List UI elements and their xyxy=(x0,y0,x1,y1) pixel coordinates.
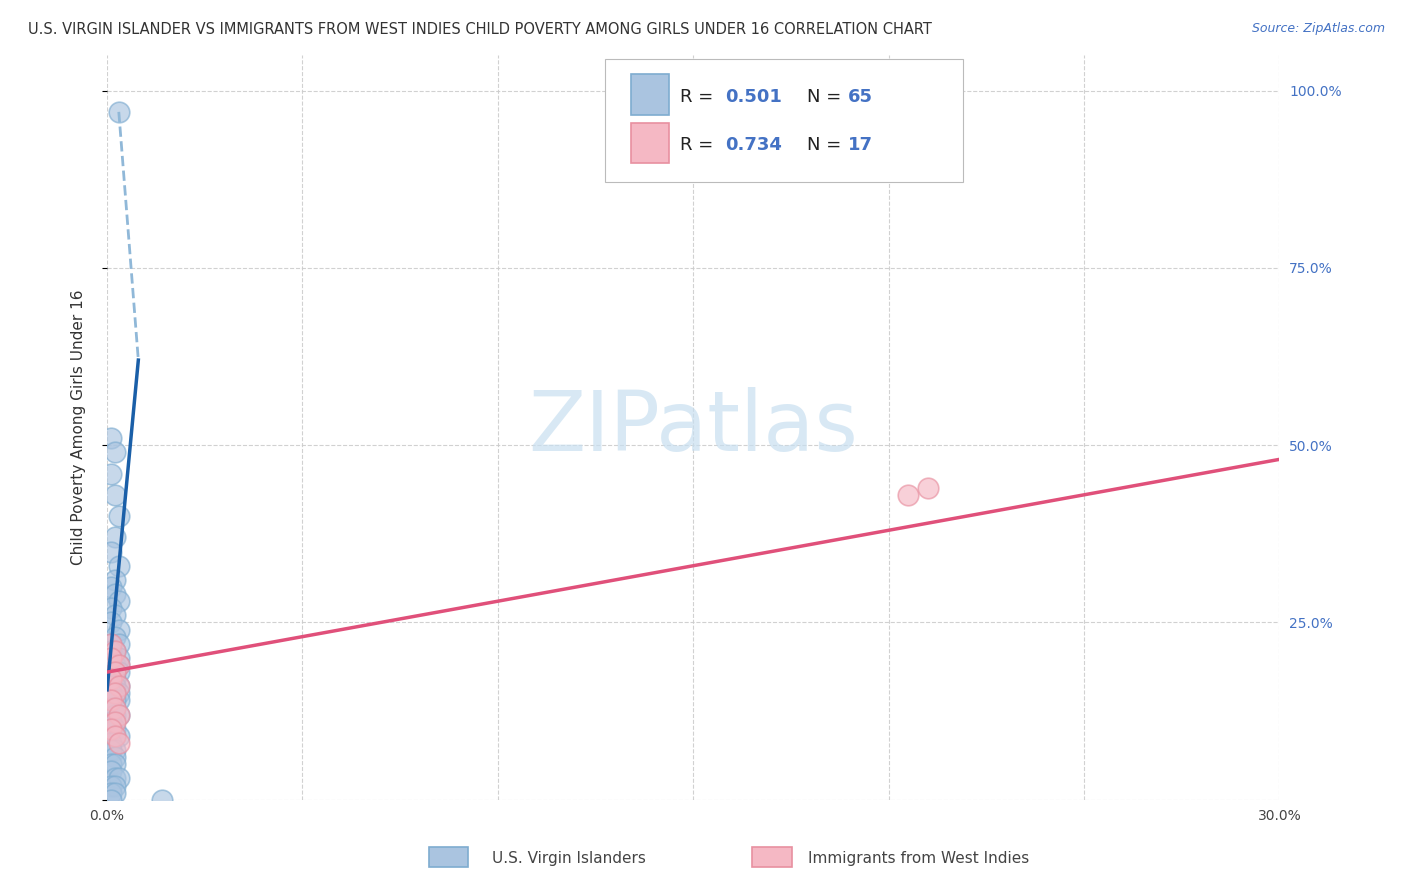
Point xyxy=(100,665,122,679)
Point xyxy=(100,644,122,658)
Point xyxy=(100,679,122,693)
Point xyxy=(104,700,127,714)
Point xyxy=(100,637,122,651)
Text: R =: R = xyxy=(681,136,720,154)
Point xyxy=(100,615,122,630)
Point xyxy=(107,679,129,693)
Point xyxy=(104,488,127,502)
Point xyxy=(107,651,129,665)
Point xyxy=(104,644,127,658)
Point xyxy=(107,509,129,524)
Point xyxy=(104,573,127,587)
Point xyxy=(104,779,127,793)
Point xyxy=(104,644,127,658)
Point xyxy=(100,467,122,481)
Point xyxy=(107,665,129,679)
Point xyxy=(104,679,127,693)
Point xyxy=(100,431,122,445)
Point xyxy=(104,743,127,757)
Point xyxy=(100,637,122,651)
Point xyxy=(100,544,122,558)
Point xyxy=(107,707,129,722)
Text: 0.734: 0.734 xyxy=(725,136,782,154)
Point xyxy=(107,693,129,707)
Point xyxy=(107,772,129,786)
Point xyxy=(104,587,127,601)
Point xyxy=(100,793,122,807)
Point xyxy=(897,488,920,502)
Point xyxy=(100,672,122,686)
Point xyxy=(104,445,127,459)
Point xyxy=(104,729,127,743)
Text: N =: N = xyxy=(807,136,846,154)
Point xyxy=(150,793,173,807)
Point xyxy=(104,750,127,764)
Point xyxy=(104,665,127,679)
Point xyxy=(100,786,122,800)
Point xyxy=(100,580,122,594)
Point xyxy=(100,693,122,707)
Point xyxy=(104,700,127,714)
FancyBboxPatch shape xyxy=(631,74,669,115)
Point xyxy=(107,679,129,693)
Point xyxy=(100,601,122,615)
Text: 0.501: 0.501 xyxy=(725,87,782,105)
Point xyxy=(104,729,127,743)
Point xyxy=(100,722,122,736)
Point xyxy=(100,722,122,736)
Point xyxy=(104,672,127,686)
Point xyxy=(100,743,122,757)
Y-axis label: Child Poverty Among Girls Under 16: Child Poverty Among Girls Under 16 xyxy=(72,290,86,566)
Point xyxy=(104,714,127,729)
FancyBboxPatch shape xyxy=(631,122,669,163)
Point xyxy=(104,665,127,679)
Text: 17: 17 xyxy=(848,136,873,154)
Point xyxy=(107,707,129,722)
Point xyxy=(104,757,127,772)
Point xyxy=(100,700,122,714)
Point xyxy=(104,786,127,800)
Point xyxy=(104,658,127,673)
Point xyxy=(107,658,129,673)
Text: 65: 65 xyxy=(848,87,873,105)
Point xyxy=(100,714,122,729)
Point xyxy=(107,729,129,743)
Point xyxy=(107,658,129,673)
Point xyxy=(104,693,127,707)
Text: N =: N = xyxy=(807,87,846,105)
Text: U.S. VIRGIN ISLANDER VS IMMIGRANTS FROM WEST INDIES CHILD POVERTY AMONG GIRLS UN: U.S. VIRGIN ISLANDER VS IMMIGRANTS FROM … xyxy=(28,22,932,37)
Text: R =: R = xyxy=(681,87,720,105)
Text: U.S. Virgin Islanders: U.S. Virgin Islanders xyxy=(492,851,645,865)
Point xyxy=(107,686,129,700)
FancyBboxPatch shape xyxy=(606,59,963,182)
Point xyxy=(100,693,122,707)
Point xyxy=(107,736,129,750)
Text: ZIPatlas: ZIPatlas xyxy=(529,387,858,468)
Point xyxy=(104,686,127,700)
Point xyxy=(100,651,122,665)
Point xyxy=(104,722,127,736)
Point xyxy=(104,608,127,623)
Point xyxy=(104,686,127,700)
Point xyxy=(107,623,129,637)
Point xyxy=(100,665,122,679)
Point xyxy=(104,772,127,786)
Point xyxy=(104,707,127,722)
Point xyxy=(107,594,129,608)
Point xyxy=(917,481,939,495)
Point xyxy=(107,637,129,651)
Point xyxy=(100,686,122,700)
Point xyxy=(100,651,122,665)
Point xyxy=(100,736,122,750)
Text: Immigrants from West Indies: Immigrants from West Indies xyxy=(808,851,1029,865)
Point xyxy=(104,530,127,544)
Text: Source: ZipAtlas.com: Source: ZipAtlas.com xyxy=(1251,22,1385,36)
Point xyxy=(100,779,122,793)
Point xyxy=(100,757,122,772)
Point xyxy=(100,672,122,686)
Point xyxy=(104,630,127,644)
Point xyxy=(107,104,129,119)
Point xyxy=(100,764,122,779)
Point xyxy=(107,558,129,573)
